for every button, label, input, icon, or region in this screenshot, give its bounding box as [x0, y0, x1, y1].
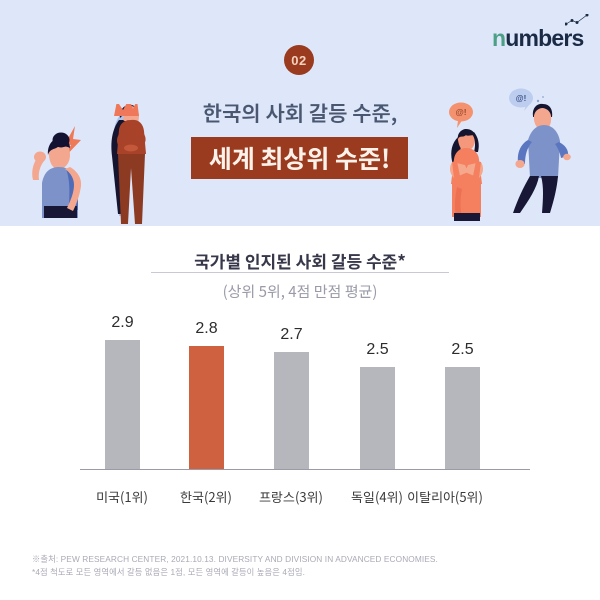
svg-text:@!: @!	[455, 107, 466, 117]
svg-text:@!: @!	[516, 94, 526, 103]
